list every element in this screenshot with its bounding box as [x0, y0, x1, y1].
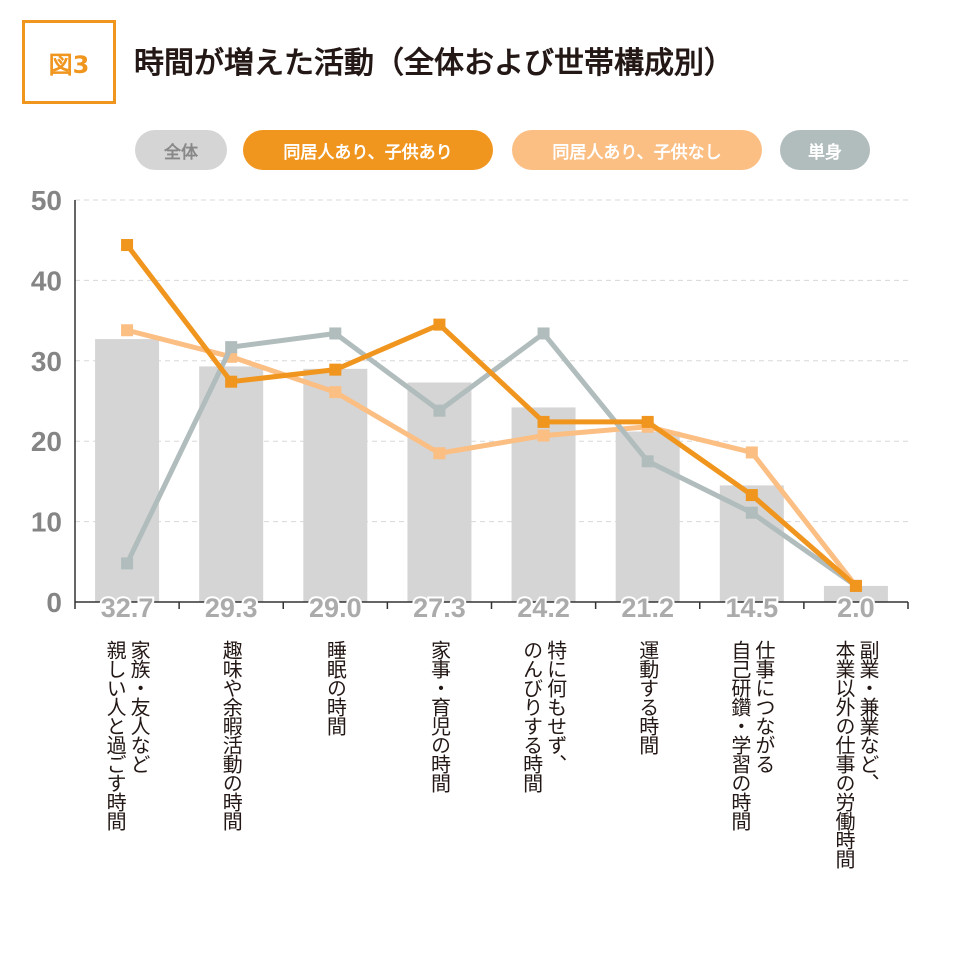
series-point — [433, 447, 446, 460]
series-point — [329, 386, 342, 399]
series-point — [641, 415, 654, 428]
bar — [199, 366, 264, 602]
y-tick-label: 30 — [31, 346, 62, 377]
series-point — [849, 579, 862, 592]
legend-label: 全体 — [164, 142, 198, 163]
category-label: のんびりする時間 — [520, 640, 544, 793]
bar — [407, 382, 472, 602]
series-line — [125, 243, 858, 588]
series-point — [225, 341, 238, 354]
legend: 全体 同居人あり、子供あり 同居人あり、子供なし 単身 — [0, 130, 960, 170]
series-point — [537, 415, 550, 428]
category-label: 親しい人と過ごす時間 — [103, 640, 127, 831]
category-label: 家事・育児の時間 — [427, 640, 451, 793]
bar-value-label: 32.7 — [101, 593, 154, 623]
legend-label: 同居人あり、子供なし — [552, 142, 722, 163]
bar-value-label: 24.2 — [517, 593, 570, 623]
bar-value-label: 14.5 — [726, 593, 779, 623]
y-tick-label: 40 — [31, 265, 62, 296]
series-point — [225, 375, 238, 388]
y-tick-label: 50 — [31, 185, 62, 216]
series-line — [126, 327, 858, 588]
bar-value-label: 21.2 — [621, 593, 674, 623]
series-point — [433, 318, 446, 331]
bar-value-label: 2.0 — [837, 593, 875, 623]
series-point — [537, 327, 550, 340]
legend-label: 単身 — [808, 142, 842, 163]
category-label: 自己研鑽・学習の時間 — [728, 640, 752, 831]
category-label: 副業・兼業など、 — [856, 640, 880, 792]
series-point — [329, 327, 342, 340]
bar-value-label: 29.0 — [309, 593, 362, 623]
series-point — [745, 446, 758, 459]
category-label: 趣味や余暇活動の時間 — [219, 640, 243, 831]
legend-item-total: 全体 — [135, 130, 227, 170]
y-tick-label: 0 — [46, 587, 62, 618]
chart-title: 時間が増えた活動（全体および世帯構成別） — [134, 46, 734, 81]
category-label: 特に何もせず、 — [544, 640, 568, 773]
category-label: 仕事につながる — [752, 640, 776, 773]
legend-item-no-children: 同居人あり、子供なし — [512, 130, 762, 170]
legend-item-with-children: 同居人あり、子供あり — [243, 130, 493, 170]
series-point — [433, 404, 446, 417]
legend-item-single: 単身 — [780, 130, 870, 170]
category-label: 本業以外の仕事の労働時間 — [832, 640, 856, 869]
bar — [303, 368, 368, 602]
y-tick-label: 20 — [31, 426, 62, 457]
series-point — [121, 239, 134, 252]
bar-value-label: 29.3 — [205, 593, 258, 623]
category-label: 運動する時間 — [636, 640, 660, 755]
figure-badge: 図3 — [22, 20, 116, 104]
legend-label: 同居人あり、子供あり — [283, 142, 453, 163]
series-point — [329, 363, 342, 376]
series-point — [641, 455, 654, 468]
series-point — [537, 429, 550, 442]
series-point — [121, 557, 134, 570]
category-label: 睡眠の時間 — [323, 640, 347, 736]
category-label: 家族・友人など — [127, 640, 151, 773]
series-point — [121, 324, 134, 337]
series-point — [745, 506, 758, 519]
y-tick-label: 10 — [31, 507, 62, 538]
bar — [823, 585, 888, 602]
bar-value-label: 27.3 — [413, 593, 466, 623]
series-point — [745, 489, 758, 502]
